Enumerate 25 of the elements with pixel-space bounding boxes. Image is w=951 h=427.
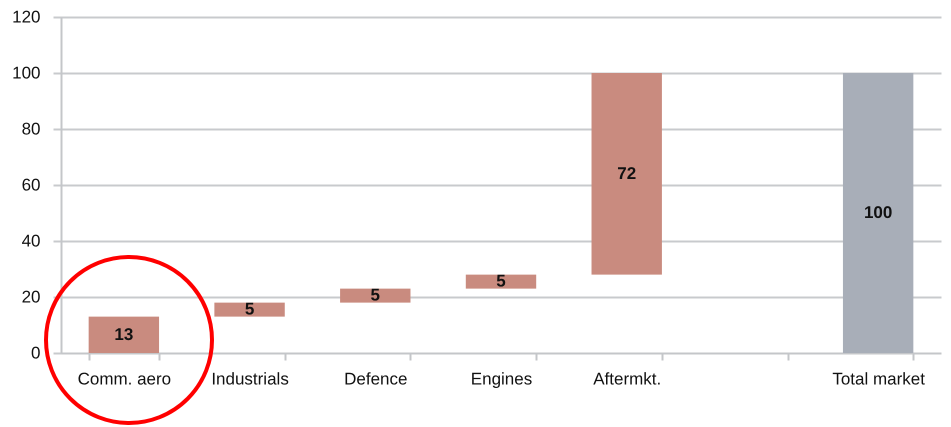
- data-label: 5: [496, 272, 506, 291]
- bar: [842, 73, 914, 353]
- data-label: 72: [617, 164, 636, 183]
- x-tick-label: Engines: [470, 370, 532, 388]
- x-tick-label: Aftermkt.: [593, 370, 662, 388]
- bar: [340, 288, 410, 303]
- data-label: 5: [244, 300, 254, 319]
- bar: [214, 302, 285, 317]
- y-tick-label: 0: [31, 344, 40, 362]
- y-tick-label: 80: [22, 120, 40, 138]
- bar: [88, 316, 160, 353]
- data-label: 100: [864, 203, 892, 222]
- data-label: 13: [114, 324, 134, 344]
- bar: [466, 274, 536, 289]
- y-tick-label: 120: [12, 8, 40, 26]
- x-tick-label: Defence: [344, 370, 408, 388]
- data-label: 5: [370, 286, 380, 305]
- y-tick-label: 20: [22, 288, 40, 306]
- x-tick-label: Comm. aero: [78, 370, 172, 388]
- bar: [592, 73, 662, 275]
- x-tick-label: Industrials: [211, 370, 289, 388]
- y-tick-label: 60: [22, 176, 40, 194]
- y-tick-label: 40: [22, 232, 40, 250]
- y-tick-label: 100: [12, 64, 40, 82]
- x-tick-label: Total market: [832, 370, 926, 388]
